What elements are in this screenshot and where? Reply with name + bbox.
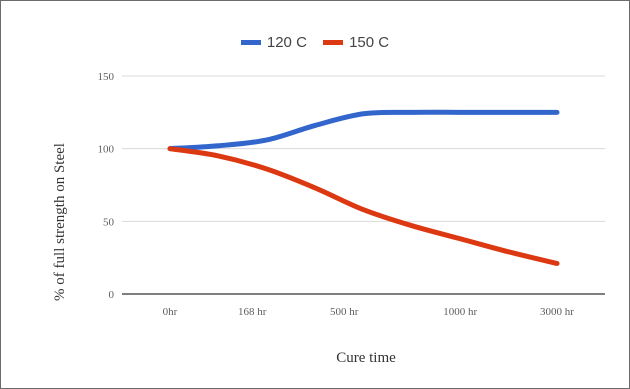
gridlines [122, 75, 605, 295]
legend-label-150c: 150 C [349, 34, 390, 51]
y-tick-label: 50 [103, 216, 115, 228]
y-tick-label: 150 [98, 71, 115, 83]
x-tick-label: 1000 hr [443, 306, 477, 318]
y-axis-ticks: 0 50 100 150 [98, 71, 115, 301]
legend: 120 C 150 C [0, 34, 630, 51]
x-tick-label: 0hr [163, 306, 178, 318]
x-axis-ticks: 0hr 168 hr 500 hr 1000 hr 3000 hr [163, 306, 575, 318]
series-line-150c [167, 146, 560, 266]
x-tick-label: 3000 hr [540, 306, 574, 318]
legend-item-150c: 150 C [323, 34, 389, 51]
series-lines [167, 109, 560, 266]
y-axis-title: % of full strength on Steel [52, 143, 68, 301]
x-tick-label: 168 hr [238, 306, 267, 318]
y-tick-label: 0 [109, 289, 115, 301]
legend-swatch-120c [240, 39, 261, 45]
legend-item-120c: 120 C [240, 34, 307, 51]
y-tick-label: 100 [98, 144, 115, 156]
x-tick-label: 500 hr [330, 306, 359, 318]
series-line-120c [167, 109, 560, 152]
x-axis-title: Cure time [336, 350, 396, 366]
legend-label-120c: 120 C [266, 34, 307, 51]
legend-swatch-150c [323, 39, 344, 45]
